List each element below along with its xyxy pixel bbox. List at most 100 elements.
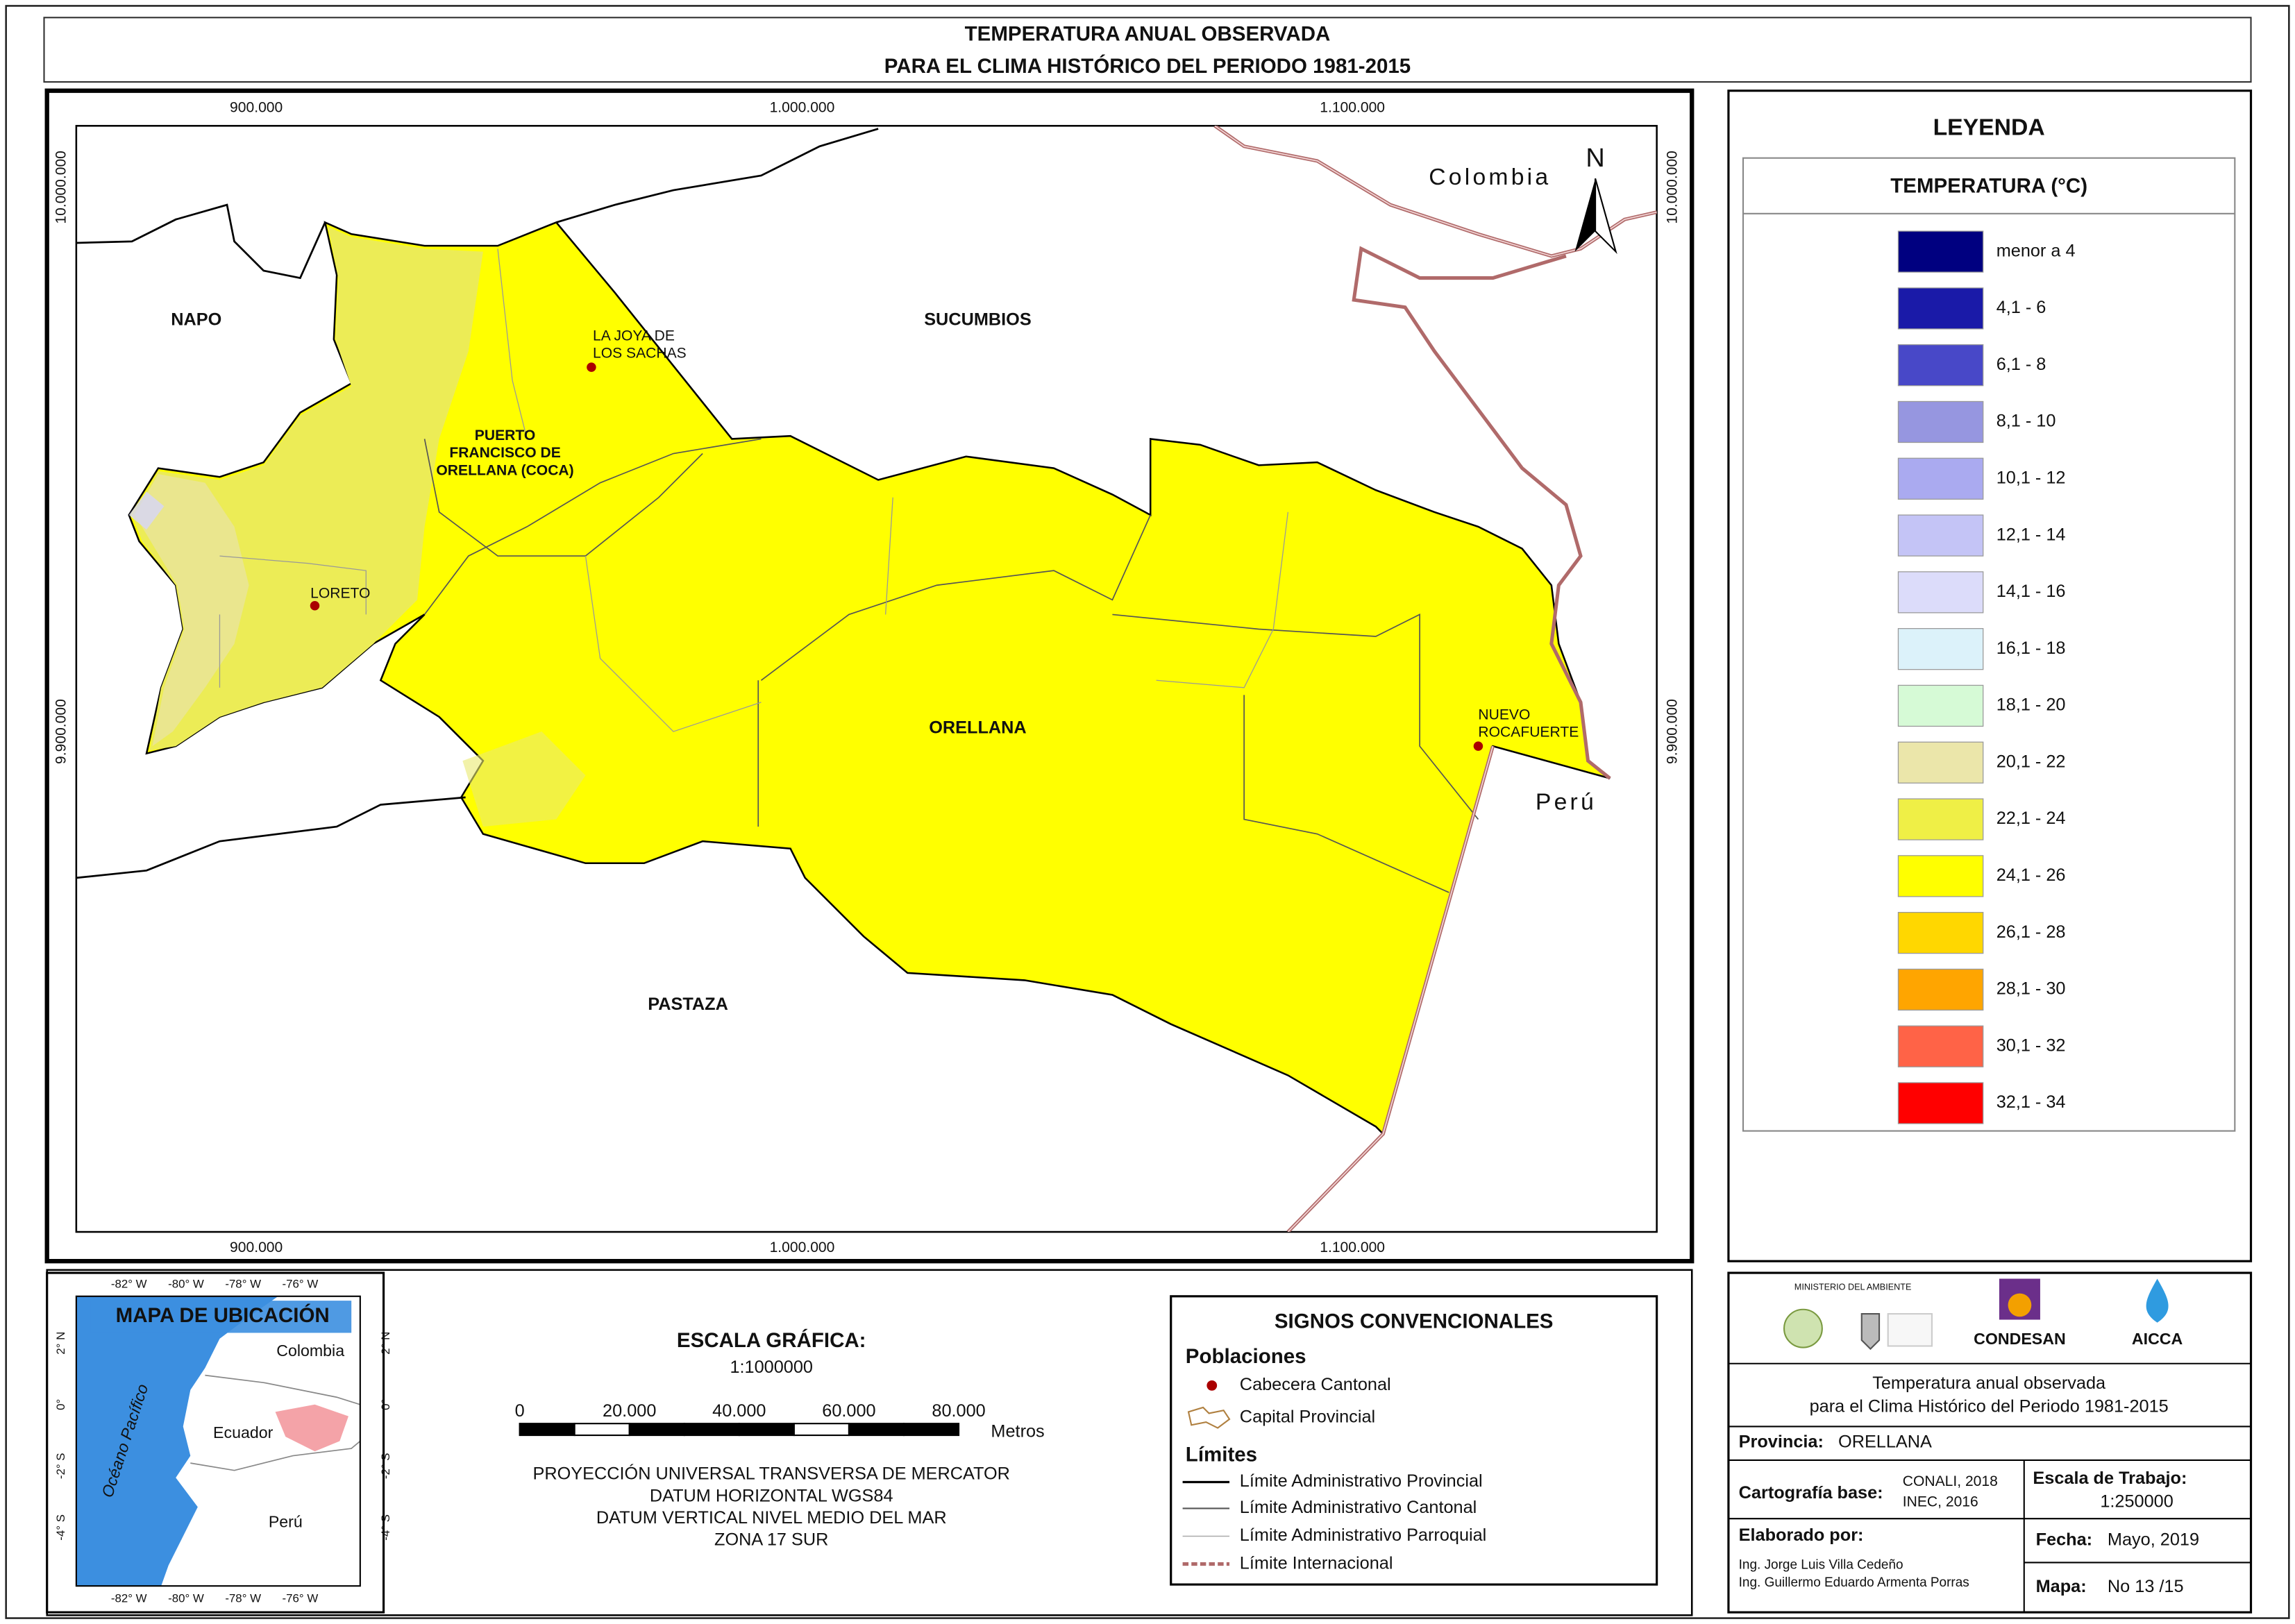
lon-label: -78° W: [225, 1592, 261, 1605]
scale-segment: [628, 1423, 685, 1437]
scale-unit: Metros: [991, 1422, 1044, 1441]
legend-label: 26,1 - 28: [1996, 922, 2066, 942]
conventions-heading: Poblaciones: [1186, 1345, 1306, 1368]
scale-segment: [848, 1423, 905, 1437]
north-label: N: [1586, 144, 1604, 173]
legend-swatch: [1897, 1082, 1984, 1124]
scale: ESCALA GRÁFICA: 1:1000000 Metros PROYECC…: [515, 1328, 1045, 1550]
conventions-item: Cabecera Cantonal: [1240, 1375, 1391, 1394]
scale-tick-label: 60.000: [822, 1401, 875, 1421]
legend-swatch: [1897, 798, 1984, 840]
lat-label: -2° S: [379, 1453, 392, 1479]
north-arrow-right: [1595, 178, 1617, 255]
legend-swatch: [1897, 287, 1984, 330]
lon-label: -78° W: [225, 1277, 261, 1290]
legend-swatch: [1897, 968, 1984, 1011]
x-coordinate: 1.000.000: [770, 100, 835, 116]
legend-swatch: [1897, 911, 1984, 954]
location-title-bg: [90, 1301, 352, 1333]
map-frame: [44, 88, 1695, 1264]
legend-label: 6,1 - 8: [1996, 355, 2046, 374]
description: para el Clima Histórico del Periodo 1981…: [1810, 1397, 2169, 1416]
x-coordinate: 1.100.000: [1320, 1240, 1385, 1255]
lon-label: -76° W: [283, 1592, 319, 1605]
country-label: Colombia: [1429, 164, 1551, 190]
logo-aicca: [2146, 1278, 2169, 1323]
zone-22-24: [462, 731, 586, 827]
legend-frame: [1727, 90, 2253, 1262]
projection: DATUM VERTICAL NIVEL MEDIO DEL MAR: [596, 1508, 947, 1528]
projection: ZONA 17 SUR: [714, 1530, 828, 1550]
lat-label: -4° S: [54, 1514, 67, 1541]
lat-label: 0°: [379, 1399, 392, 1410]
legend-box: [1742, 157, 2236, 1132]
town-label: ROCAFUERTE: [1478, 725, 1579, 741]
outer-border: [5, 5, 2290, 1619]
lat-label: 0°: [54, 1399, 67, 1410]
scale-segment: [683, 1423, 740, 1437]
legend-label: 24,1 - 26: [1996, 865, 2066, 885]
region-label: SUCUMBIOS: [924, 310, 1032, 329]
zone-12-16: [128, 491, 165, 530]
parish-limit: [1156, 511, 1289, 688]
region-label: ORELLANA: [929, 718, 1026, 738]
parish-limit: [219, 555, 367, 615]
town-marker: [587, 362, 596, 372]
info-value: CONALI, 2018: [1903, 1473, 1998, 1489]
location-neatline: [75, 1295, 361, 1587]
y-coordinate: 10.000.000: [53, 151, 69, 224]
conventions-item: Límite Internacional: [1240, 1553, 1393, 1573]
parish-limit: [497, 248, 528, 439]
legend-swatch: [1897, 344, 1984, 387]
legend-label: 8,1 - 10: [1996, 412, 2056, 431]
scale-tick-label: 20.000: [603, 1401, 656, 1421]
projection: DATUM HORIZONTAL WGS84: [650, 1486, 893, 1505]
info-value: ORELLANA: [1838, 1432, 1932, 1451]
lat-label: -4° S: [379, 1514, 392, 1541]
zone-20-22: [135, 474, 249, 747]
town-marker: [310, 601, 320, 611]
legend-swatch: [1897, 684, 1984, 727]
location-title: MAPA DE UBICACIÓN: [116, 1303, 330, 1327]
legend-label: 16,1 - 18: [1996, 638, 2066, 658]
conventions-box: [1170, 1295, 1658, 1586]
legend-label: 12,1 - 14: [1996, 525, 2066, 544]
legend-label: 22,1 - 24: [1996, 809, 2066, 828]
info-value: 1:250000: [2100, 1492, 2173, 1512]
lon-label: -82° W: [111, 1277, 147, 1290]
scale-tick-label: 40.000: [712, 1401, 766, 1421]
legend-label: 20,1 - 22: [1996, 752, 2066, 771]
info-block: MINISTERIO DEL AMBIENTE CONDESAN AICCA T…: [1727, 1271, 2253, 1614]
international-limit: [1352, 246, 1611, 780]
conventions-item: Límite Administrativo Provincial: [1240, 1471, 1483, 1491]
cantonal-limit: [423, 438, 762, 615]
country-border: [205, 1374, 360, 1405]
town-label: LOS SACHAS: [593, 346, 687, 362]
scale-ratio: 1:1000000: [730, 1357, 813, 1377]
info-value: No 13 /15: [2108, 1577, 2184, 1596]
cantonal-limit: [760, 514, 1151, 681]
location-map: MAPA DE UBICACIÓN Colombia Ecuador Perú …: [46, 1271, 392, 1614]
legend-swatch: [1897, 514, 1984, 557]
x-coordinate: 1.000.000: [770, 1240, 835, 1255]
logo-gobierno: [1887, 1313, 1933, 1347]
legend-label: 30,1 - 32: [1996, 1035, 2066, 1055]
legend-label: menor a 4: [1996, 241, 2076, 260]
region-label: NAPO: [171, 310, 221, 329]
info-value: INEC, 2016: [1903, 1494, 1978, 1510]
scale-title: ESCALA GRÁFICA:: [677, 1328, 866, 1352]
lat-label: -2° S: [54, 1453, 67, 1479]
cantonal-limits: [423, 438, 1479, 893]
country-label: Perú: [1536, 788, 1597, 815]
location-label: Colombia: [276, 1342, 344, 1360]
legend-swatch: [1897, 230, 1984, 273]
provincial-limit: [76, 203, 326, 280]
legend-label: 28,1 - 30: [1996, 979, 2066, 999]
logo-text: AICCA: [2132, 1330, 2183, 1348]
logo-shield: [1860, 1313, 1881, 1351]
info-label: Provincia:: [1739, 1432, 1824, 1451]
legend-label: 10,1 - 12: [1996, 468, 2066, 487]
parish-limit: [885, 497, 893, 615]
